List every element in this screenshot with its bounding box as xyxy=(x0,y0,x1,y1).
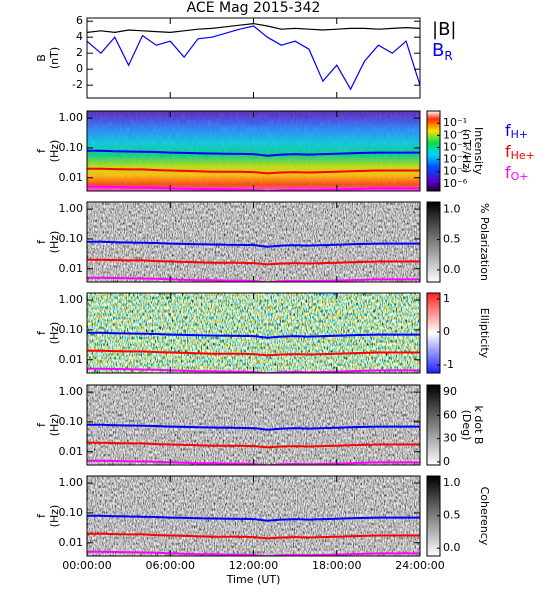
colorbar-tick-label: 1 xyxy=(443,292,450,305)
colorbar-unit: (nT²/Hz) xyxy=(460,129,473,173)
y-tick-label: 0.01 xyxy=(59,353,84,366)
legend-name: B xyxy=(432,40,444,61)
y-tick-label: 1.00 xyxy=(59,476,84,489)
colorbar-tick-label: 10⁻¹ xyxy=(443,116,467,129)
colorbar-tick-label: 0 xyxy=(443,455,450,468)
y-tick-label: 0.01 xyxy=(59,536,84,549)
y-axis-unit: (Hz) xyxy=(48,414,61,437)
y-axis-label: f xyxy=(35,148,48,153)
y-tick-label: 0 xyxy=(76,62,83,75)
colorbar-label: % Polarization xyxy=(478,203,491,281)
y-axis-label: f xyxy=(35,513,48,518)
colorbar xyxy=(426,201,441,283)
series-line xyxy=(87,331,420,339)
series-line xyxy=(87,25,420,91)
y-tick-label: 6 xyxy=(76,14,83,27)
colorbar-tick-label: 0.0 xyxy=(443,263,461,276)
legend-entry: |B| xyxy=(432,19,456,40)
colorbar-tick-label: 10⁻⁴ xyxy=(443,153,468,166)
colorbar-tick-label: 0.0 xyxy=(443,541,461,554)
colorbar-tick-label: 0 xyxy=(443,325,450,338)
x-tick-label: 06:00:00 xyxy=(146,559,195,572)
y-tick-label: 2 xyxy=(76,46,83,59)
chart-title: ACE Mag 2015-342 xyxy=(187,0,321,16)
colorbar-tick-label: 0.5 xyxy=(443,509,461,522)
y-axis-label: f xyxy=(35,239,48,244)
colorbar-tick-label: 10⁻² xyxy=(443,128,467,141)
colorbar xyxy=(426,292,441,374)
colorbar-tick-label: 60 xyxy=(443,408,457,421)
y-tick-label: 0.10 xyxy=(59,323,84,336)
colorbar-label: k dot B xyxy=(472,406,485,445)
series-line xyxy=(87,349,420,357)
series-line xyxy=(87,167,420,175)
legend-name: f xyxy=(505,142,511,161)
legend-subscript: H+ xyxy=(511,128,529,141)
y-axis-unit: (Hz) xyxy=(48,231,61,254)
y-axis-unit: (Hz) xyxy=(48,322,61,345)
colorbar xyxy=(426,384,441,466)
y-tick-label: 1.00 xyxy=(59,385,84,398)
y-tick-label: 0.01 xyxy=(59,445,84,458)
colorbar-tick-label: 10⁻⁵ xyxy=(443,165,467,178)
x-tick-label: 12:00:00 xyxy=(229,559,278,572)
series-line xyxy=(87,514,420,522)
y-tick-label: 4 xyxy=(76,30,83,43)
legend-subscript: R xyxy=(444,49,452,63)
legend-entry: fHe+ xyxy=(505,142,535,163)
x-tick-label: 24:00:00 xyxy=(395,559,444,572)
series-line xyxy=(87,149,420,157)
colorbar xyxy=(426,110,441,192)
y-tick-label: 0.10 xyxy=(59,141,84,154)
colorbar-label: Coherency xyxy=(478,487,491,546)
y-tick-label: 1.00 xyxy=(59,111,84,124)
y-tick-label: 0.10 xyxy=(59,232,84,245)
x-tick-label: 18:00:00 xyxy=(312,559,361,572)
series-line xyxy=(87,258,420,266)
y-axis-unit: (Hz) xyxy=(48,505,61,528)
colorbar-tick-label: 1.0 xyxy=(443,476,461,489)
colorbar-label: Ellipticity xyxy=(478,308,491,359)
legend-entry: BR xyxy=(432,40,453,63)
legend-entry: fH+ xyxy=(505,121,528,142)
series-line xyxy=(87,22,420,34)
y-tick-label: 0.10 xyxy=(59,506,84,519)
legend-subscript: He+ xyxy=(511,149,535,162)
series-line xyxy=(87,240,420,248)
legend-name: f xyxy=(505,121,511,140)
y-tick-label: 0.01 xyxy=(59,171,84,184)
y-axis-label: f xyxy=(35,422,48,427)
colorbar-tick-label: 90 xyxy=(443,385,457,398)
legend-name: f xyxy=(505,163,511,182)
colorbar-label: Intensity xyxy=(472,127,485,175)
y-tick-label: 1.00 xyxy=(59,293,84,306)
legend-subscript: O+ xyxy=(511,170,529,183)
x-axis-label: Time (UT) xyxy=(226,573,281,586)
series-line xyxy=(87,423,420,431)
y-axis-unit: (Hz) xyxy=(48,140,61,163)
colorbar-tick-label: 10⁻⁶ xyxy=(443,177,468,190)
series-line xyxy=(87,441,420,449)
y-tick-label: 0.01 xyxy=(59,262,84,275)
y-tick-label: 0.10 xyxy=(59,415,84,428)
y-tick-label: -2 xyxy=(72,78,83,91)
colorbar-tick-label: 0.5 xyxy=(443,233,461,246)
colorbar-tick-label: 30 xyxy=(443,432,457,445)
legend-entry: fO+ xyxy=(505,163,529,184)
y-axis-unit: (nT) xyxy=(48,47,61,69)
y-tick-label: 1.00 xyxy=(59,202,84,215)
legend-name: |B| xyxy=(432,19,456,40)
y-axis-label: B xyxy=(35,54,48,62)
colorbar-tick-label: 10⁻³ xyxy=(443,140,467,153)
x-tick-label: 00:00:00 xyxy=(62,559,111,572)
y-axis-label: f xyxy=(35,330,48,335)
colorbar-unit: (Deg) xyxy=(460,410,473,441)
colorbar-tick-label: -1 xyxy=(443,358,454,371)
colorbar-tick-label: 1.0 xyxy=(443,202,461,215)
series-line xyxy=(87,532,420,540)
